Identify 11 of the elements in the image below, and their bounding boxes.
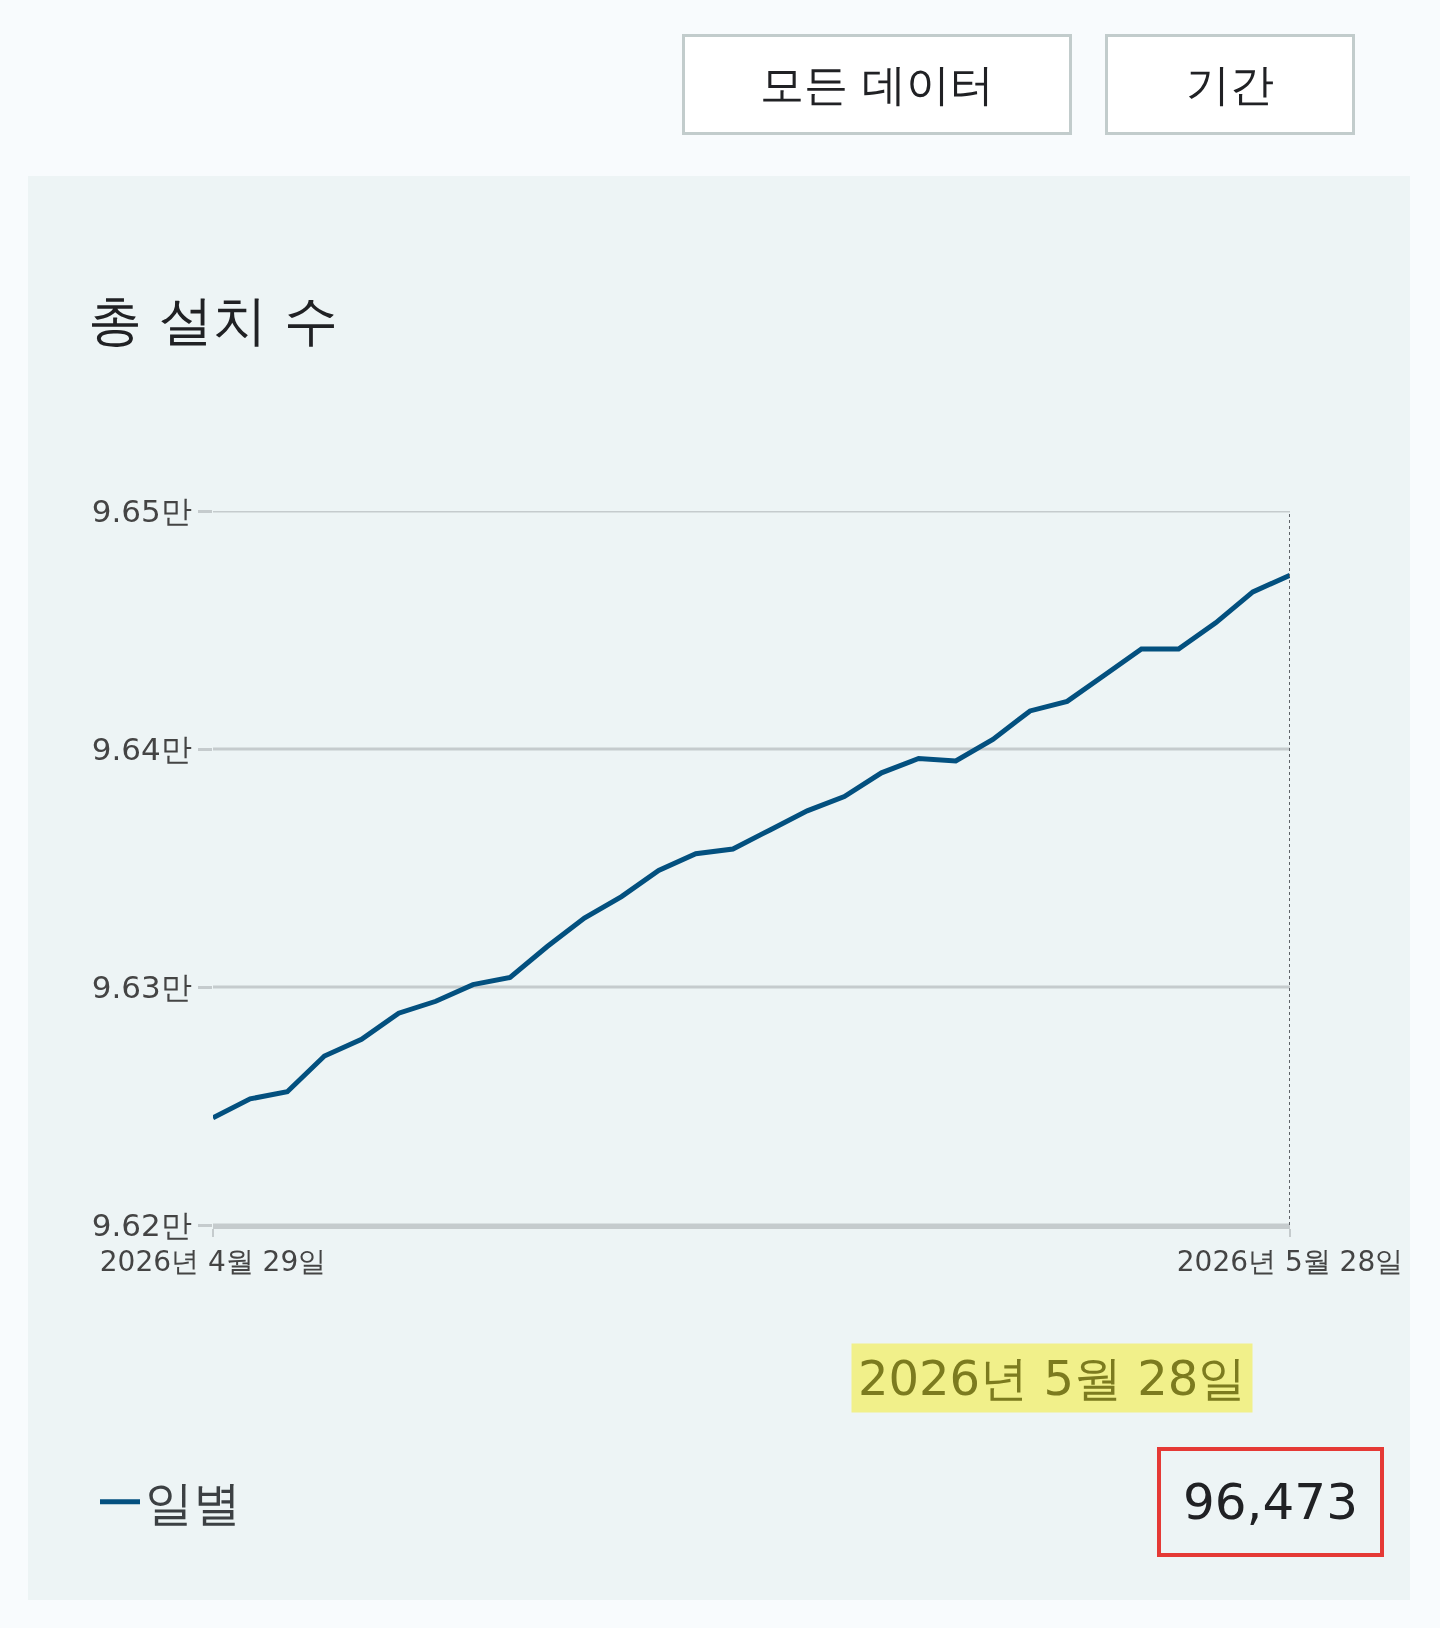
text: 모든 데이터 xyxy=(760,59,994,110)
text: 2026년 5월 28일 xyxy=(858,1350,1247,1406)
y-tick-label: 9.64만 xyxy=(91,730,192,767)
text: 96,473 xyxy=(1183,1473,1358,1531)
text: 기간 xyxy=(1186,59,1274,110)
legend-label: 일별 xyxy=(145,1475,241,1532)
x-tick-label: 2026년 4월 29일 xyxy=(99,1244,327,1278)
y-tick-label: 9.62만 xyxy=(91,1206,192,1243)
chart-title: 총 설치 수 xyxy=(88,288,339,352)
y-tick-label: 9.63만 xyxy=(91,968,192,1005)
y-tick-label: 9.65만 xyxy=(91,492,192,529)
